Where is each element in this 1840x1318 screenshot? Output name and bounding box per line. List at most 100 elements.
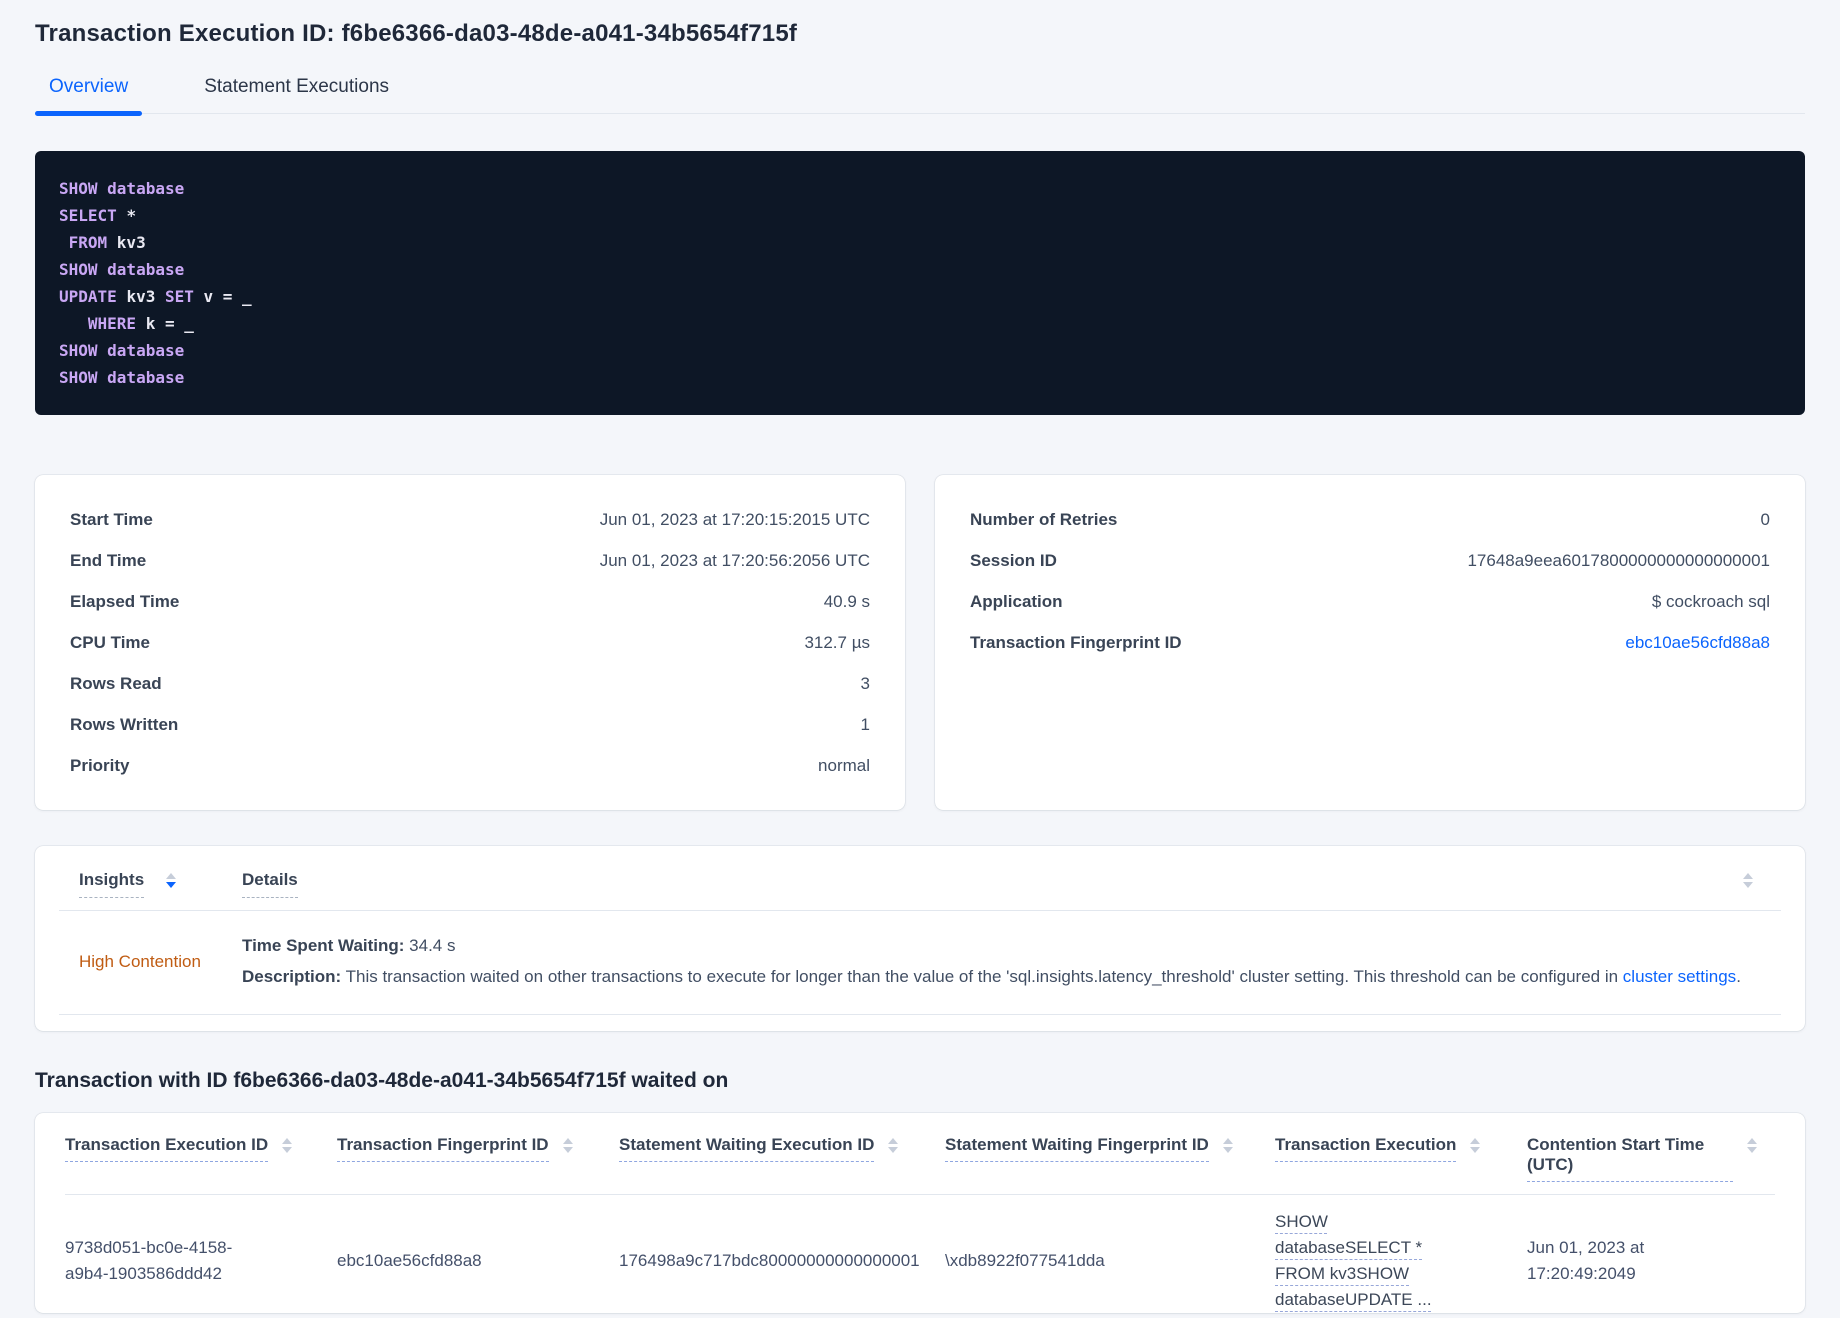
- detail-label: Transaction Fingerprint ID: [970, 633, 1182, 652]
- sql-token: *: [126, 206, 137, 225]
- tab-overview[interactable]: Overview: [35, 76, 143, 116]
- detail-row-elapsed-time: Elapsed Time 40.9 s: [70, 591, 870, 613]
- sql-token: kv3: [116, 233, 146, 252]
- cell-txn-execution-link[interactable]: SHOW databaseSELECT * FROM kv3SHOW datab…: [1275, 1212, 1432, 1309]
- insights-column-label[interactable]: Insights: [79, 870, 145, 898]
- page-title: Transaction Execution ID: f6be6366-da03-…: [35, 20, 798, 47]
- cell-txn-execution-id: 9738d051-bc0e-4158-a9b4-1903586ddd42: [65, 1238, 233, 1283]
- sql-token: SELECT: [59, 206, 127, 225]
- detail-row-session-id: Session ID 17648a9eea6017800000000000000…: [970, 550, 1770, 572]
- sql-token: SHOW database: [59, 260, 185, 279]
- timing-card: Start Time Jun 01, 2023 at 17:20:15:2015…: [35, 475, 905, 810]
- sort-icon[interactable]: [1470, 1135, 1481, 1153]
- sql-token: FROM: [59, 233, 117, 252]
- sql-token: SHOW database: [59, 179, 185, 198]
- sql-line: WHERE k = _: [59, 310, 1781, 337]
- detail-row-priority: Priority normal: [70, 755, 870, 777]
- column-label[interactable]: Transaction Fingerprint ID: [337, 1135, 549, 1162]
- column-header-txn-fingerprint-id: Transaction Fingerprint ID: [337, 1135, 619, 1182]
- sql-token: k = _: [145, 314, 194, 333]
- detail-value: Jun 01, 2023 at 17:20:56:2056 UTC: [599, 551, 870, 570]
- detail-value: $ cockroach sql: [1651, 592, 1770, 611]
- detail-value: 312.7 µs: [804, 633, 870, 652]
- sql-token: UPDATE: [59, 287, 127, 306]
- sql-line: SHOW database: [59, 175, 1781, 202]
- sql-line: SHOW database: [59, 256, 1781, 283]
- description-text: This transaction waited on other transac…: [341, 967, 1623, 986]
- column-header-stmt-waiting-execution-id: Statement Waiting Execution ID: [619, 1135, 945, 1182]
- insight-details: Time Spent Waiting: 34.4 s Description: …: [242, 935, 1741, 988]
- summary-cards: Start Time Jun 01, 2023 at 17:20:15:2015…: [35, 475, 1805, 810]
- detail-row-rows-read: Rows Read 3: [70, 673, 870, 695]
- detail-value: normal: [818, 756, 870, 775]
- detail-row-start-time: Start Time Jun 01, 2023 at 17:20:15:2015…: [70, 509, 870, 531]
- cluster-settings-link[interactable]: cluster settings: [1622, 967, 1737, 986]
- column-label[interactable]: Transaction Execution ID: [65, 1135, 269, 1162]
- waited-on-table-row: 9738d051-bc0e-4158-a9b4-1903586ddd42 ebc…: [65, 1195, 1775, 1313]
- tab-bar: Overview Statement Executions: [35, 76, 1805, 116]
- waited-on-table-card: Transaction Execution ID Transaction Fin…: [35, 1113, 1805, 1313]
- column-label[interactable]: Statement Waiting Fingerprint ID: [945, 1135, 1209, 1162]
- tab-statement-executions[interactable]: Statement Executions: [204, 76, 390, 97]
- waiting-value: 34.4 s: [404, 936, 456, 955]
- column-label[interactable]: Transaction Execution: [1275, 1135, 1457, 1162]
- cell-stmt-waiting-fingerprint-id: \xdb8922f077541dda: [945, 1251, 1105, 1270]
- sort-icon[interactable]: [1747, 1135, 1757, 1153]
- waited-on-heading: Transaction with ID f6be6366-da03-48de-a…: [35, 1069, 729, 1092]
- detail-value: Jun 01, 2023 at 17:20:15:2015 UTC: [599, 510, 870, 529]
- sort-icon[interactable]: [562, 1135, 573, 1153]
- detail-label: Number of Retries: [970, 510, 1118, 529]
- insight-description-line: Description: This transaction waited on …: [242, 966, 1741, 988]
- insight-row: High Contention Time Spent Waiting: 34.4…: [59, 911, 1781, 1015]
- column-header-stmt-waiting-fingerprint-id: Statement Waiting Fingerprint ID: [945, 1135, 1275, 1182]
- detail-label: Priority: [70, 756, 130, 775]
- transaction-fingerprint-link[interactable]: ebc10ae56cfd88a8: [1625, 633, 1770, 652]
- cell-stmt-waiting-execution-id: 176498a9c717bdc80000000000000001: [619, 1251, 920, 1270]
- detail-value: 3: [860, 674, 870, 693]
- details-column-label[interactable]: Details: [242, 870, 298, 898]
- sql-line: SHOW database: [59, 337, 1781, 364]
- detail-label: Rows Read: [70, 674, 162, 693]
- detail-label: End Time: [70, 551, 147, 570]
- sql-line: SHOW database: [59, 364, 1781, 391]
- cell-contention-start-time: Jun 01, 2023 at 17:20:49:2049: [1527, 1238, 1645, 1283]
- insight-waiting-line: Time Spent Waiting: 34.4 s: [242, 935, 1741, 957]
- column-label[interactable]: Statement Waiting Execution ID: [619, 1135, 875, 1162]
- insights-table-card: Insights Details High Contention Time Sp…: [35, 846, 1805, 1031]
- sql-statements-block: SHOW database SELECT * FROM kv3 SHOW datab…: [35, 151, 1805, 415]
- sql-token: SET: [164, 287, 204, 306]
- detail-row-application: Application $ cockroach sql: [970, 591, 1770, 613]
- sql-line: FROM kv3: [59, 229, 1781, 256]
- description-label: Description:: [242, 967, 342, 986]
- detail-label: CPU Time: [70, 633, 150, 652]
- column-header-txn-execution-id: Transaction Execution ID: [65, 1135, 337, 1182]
- sql-token: WHERE: [59, 314, 146, 333]
- detail-label: Start Time: [70, 510, 153, 529]
- insights-column-header: Insights: [79, 870, 242, 898]
- waiting-label: Time Spent Waiting:: [242, 936, 405, 955]
- column-header-contention-start-time: Contention Start Time (UTC): [1527, 1135, 1775, 1182]
- sort-icon-right[interactable]: [1743, 870, 1753, 888]
- detail-label: Rows Written: [70, 715, 179, 734]
- detail-row-cpu-time: CPU Time 312.7 µs: [70, 632, 870, 654]
- session-card: Number of Retries 0 Session ID 17648a9ee…: [935, 475, 1805, 810]
- insights-table-header: Insights Details: [59, 864, 1781, 911]
- sort-icon[interactable]: [1222, 1135, 1233, 1153]
- detail-value: 17648a9eea6017800000000000000001: [1467, 551, 1770, 570]
- sort-icon-insights[interactable]: [166, 870, 177, 888]
- sql-token: v = _: [203, 287, 252, 306]
- description-suffix: .: [1736, 967, 1741, 986]
- detail-label: Elapsed Time: [70, 592, 180, 611]
- sql-token: SHOW database: [59, 368, 185, 387]
- sort-icon[interactable]: [888, 1135, 899, 1153]
- sort-icon[interactable]: [282, 1135, 293, 1153]
- detail-value: 0: [1760, 510, 1770, 529]
- column-header-txn-execution: Transaction Execution: [1275, 1135, 1527, 1182]
- sql-line: SELECT *: [59, 202, 1781, 229]
- sql-token: SHOW database: [59, 341, 185, 360]
- sql-line: UPDATE kv3 SET v = _: [59, 283, 1781, 310]
- detail-row-end-time: End Time Jun 01, 2023 at 17:20:56:2056 U…: [70, 550, 870, 572]
- column-label[interactable]: Contention Start Time (UTC): [1527, 1135, 1733, 1182]
- insight-badge-high-contention: High Contention: [79, 951, 201, 971]
